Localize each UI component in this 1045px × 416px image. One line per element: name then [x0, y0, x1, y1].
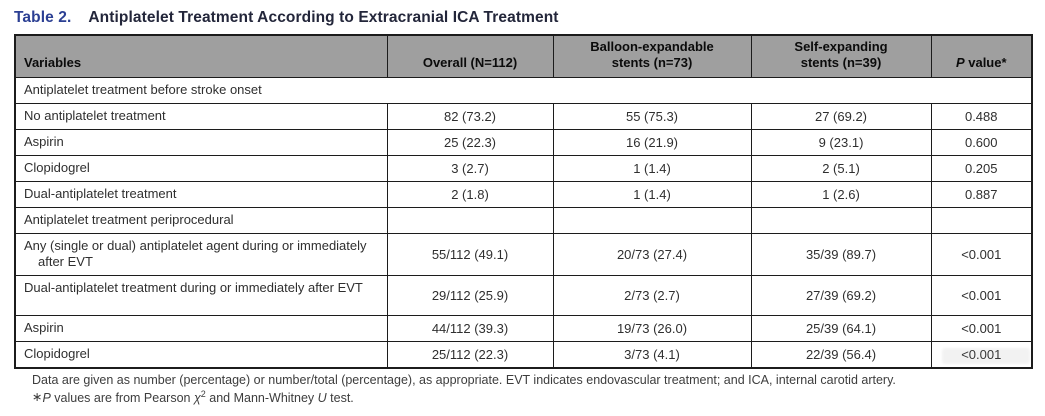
footnote-italic-p: P	[42, 390, 51, 405]
table-row: Dual-antiplatelet treatment 2 (1.8) 1 (1…	[14, 180, 1033, 208]
cell-balloon: 1 (1.4)	[552, 180, 752, 208]
cell-variable: No antiplatelet treatment	[14, 102, 388, 130]
p-value-rest: value*	[964, 55, 1007, 71]
chi-superscript: 2	[200, 388, 206, 399]
cell-balloon: 3/73 (4.1)	[552, 341, 752, 369]
cell-p-value: <0.001	[930, 275, 1033, 317]
cell-overall: 55/112 (49.1)	[386, 232, 554, 277]
footnote-italic-u: U	[317, 390, 327, 405]
cell-overall: 29/112 (25.9)	[386, 275, 554, 317]
table-row: Dual-antiplatelet treatment during or im…	[14, 275, 1033, 317]
cell-overall: 2 (1.8)	[386, 180, 554, 208]
cell-variable: Clopidogrel	[14, 154, 388, 182]
cell-p-value: <0.001	[930, 232, 1033, 277]
cell-balloon: 55 (75.3)	[552, 102, 752, 130]
cell-self-expanding: 22/39 (56.4)	[750, 341, 932, 369]
table-row: Any (single or dual) antiplatelet agent …	[14, 232, 1033, 277]
cell-variable: Clopidogrel	[14, 341, 388, 369]
section-row: Antiplatelet treatment periprocedural	[14, 206, 1033, 234]
cell-balloon: 1 (1.4)	[552, 154, 752, 182]
footnote-text-tail: test.	[326, 390, 354, 405]
empty-cell	[750, 206, 932, 234]
footnote-line-1: Data are given as number (percentage) or…	[32, 373, 896, 387]
table-row: Aspirin 44/112 (39.3) 19/73 (26.0) 25/39…	[14, 315, 1033, 343]
cell-p-value: 0.205	[930, 154, 1033, 182]
cell-p-value: 0.887	[930, 180, 1033, 208]
cell-variable: Any (single or dual) antiplatelet agent …	[14, 232, 388, 277]
section-label: Antiplatelet treatment periprocedural	[14, 206, 388, 234]
col-header-balloon: Balloon-expandable stents (n=73)	[552, 34, 752, 78]
cell-balloon: 19/73 (26.0)	[552, 315, 752, 343]
cell-variable: Dual-antiplatelet treatment	[14, 180, 388, 208]
footnote-asterisk: ∗	[32, 389, 43, 404]
table-caption: Table 2. Antiplatelet Treatment Accordin…	[14, 9, 1031, 27]
cell-variable: Aspirin	[14, 128, 388, 156]
cell-self-expanding: 27 (69.2)	[750, 102, 932, 130]
section-label: Antiplatelet treatment before stroke ons…	[14, 76, 1033, 104]
empty-cell	[930, 206, 1033, 234]
table-row: Clopidogrel 25/112 (22.3) 3/73 (4.1) 22/…	[14, 341, 1033, 369]
cell-overall: 3 (2.7)	[386, 154, 554, 182]
antiplatelet-table: Variables Overall (N=112) Balloon-expand…	[14, 34, 1033, 370]
chi-symbol: χ	[193, 390, 201, 405]
cell-balloon: 20/73 (27.4)	[552, 232, 752, 277]
cell-variable: Dual-antiplatelet treatment during or im…	[14, 275, 388, 317]
watermark-smudge	[942, 348, 1030, 364]
cell-self-expanding: 25/39 (64.1)	[750, 315, 932, 343]
cell-balloon: 2/73 (2.7)	[552, 275, 752, 317]
table-title: Antiplatelet Treatment According to Extr…	[88, 9, 559, 26]
cell-balloon: 16 (21.9)	[552, 128, 752, 156]
cell-overall: 82 (73.2)	[386, 102, 554, 130]
section-row: Antiplatelet treatment before stroke ons…	[14, 76, 1033, 104]
cell-overall: 25 (22.3)	[386, 128, 554, 156]
table-row: Clopidogrel 3 (2.7) 1 (1.4) 2 (5.1) 0.20…	[14, 154, 1033, 182]
footnotes: Data are given as number (percentage) or…	[32, 372, 1032, 407]
cell-overall: 25/112 (22.3)	[386, 341, 554, 369]
cell-self-expanding: 2 (5.1)	[750, 154, 932, 182]
cell-self-expanding: 1 (2.6)	[750, 180, 932, 208]
empty-cell	[386, 206, 554, 234]
cell-self-expanding: 27/39 (69.2)	[750, 275, 932, 317]
table-header-row: Variables Overall (N=112) Balloon-expand…	[14, 34, 1033, 78]
footnote-line-2: ∗P values are from Pearson χ2 and Mann-W…	[32, 388, 1032, 408]
cell-variable: Aspirin	[14, 315, 388, 343]
col-header-p-value: P value*	[930, 34, 1033, 78]
cell-overall: 44/112 (39.3)	[386, 315, 554, 343]
footnote-text-mid: values are from Pearson	[50, 390, 194, 405]
col-header-self-expanding: Self-expanding stents (n=39)	[750, 34, 932, 78]
cell-self-expanding: 35/39 (89.7)	[750, 232, 932, 277]
cell-p-value: <0.001	[930, 341, 1033, 369]
cell-p-value: <0.001	[930, 315, 1033, 343]
p-value-italic-p: P	[955, 55, 965, 71]
table-row: No antiplatelet treatment 82 (73.2) 55 (…	[14, 102, 1033, 130]
col-header-variables: Variables	[14, 34, 388, 78]
cell-p-value: 0.600	[930, 128, 1033, 156]
col-header-overall: Overall (N=112)	[386, 34, 554, 78]
table-row: Aspirin 25 (22.3) 16 (21.9) 9 (23.1) 0.6…	[14, 128, 1033, 156]
table-number: Table 2.	[14, 9, 72, 26]
cell-self-expanding: 9 (23.1)	[750, 128, 932, 156]
empty-cell	[552, 206, 752, 234]
footnote-text-end: and Mann-Whitney	[205, 390, 318, 405]
cell-p-value: 0.488	[930, 102, 1033, 130]
